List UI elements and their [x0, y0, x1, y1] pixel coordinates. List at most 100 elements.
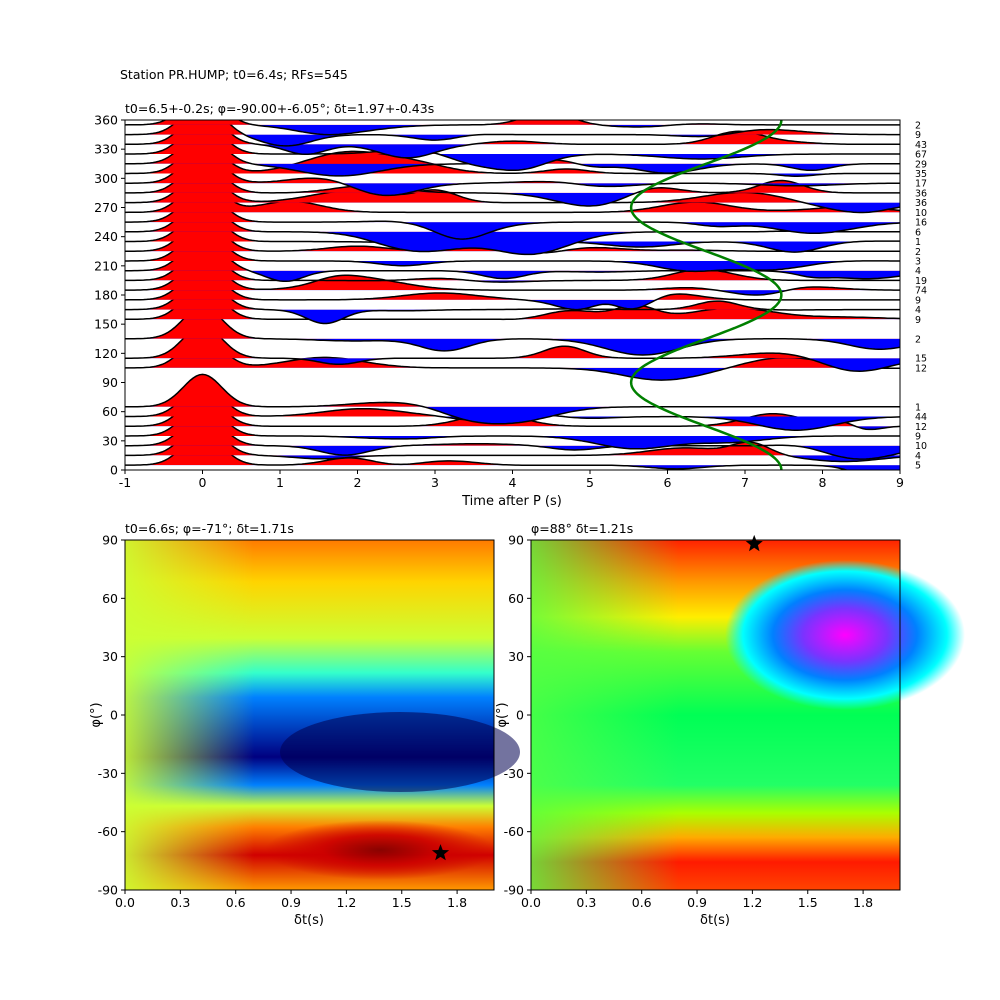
x-tick-label: 6	[664, 475, 672, 490]
rf-count-label: 19	[915, 276, 927, 287]
x-tick-label: 1.2	[336, 895, 356, 910]
y-tick-label: 0	[110, 463, 118, 478]
rf-negative-fill	[125, 202, 900, 213]
rf-trace-line	[125, 334, 900, 381]
rf-negative-fill	[125, 435, 900, 449]
y-tick-label: -30	[98, 766, 118, 781]
x-tick-label: 0.3	[170, 895, 190, 910]
rf-count-label: 17	[915, 179, 927, 190]
y-tick-label: 330	[94, 142, 118, 157]
rf-trace-line	[125, 286, 900, 321]
rf-count-label: 6	[915, 227, 921, 238]
heatmap-right-image	[531, 540, 965, 890]
rf-count-label: 12	[915, 363, 927, 374]
rf-trace-line	[125, 266, 900, 311]
x-tick-label: 4	[509, 475, 517, 490]
rf-count-label: 10	[915, 208, 927, 219]
x-tick-label: 0.3	[576, 895, 596, 910]
y-tick-label: -90	[504, 883, 524, 898]
rf-count-label: 2	[915, 247, 921, 258]
rf-trace-line	[125, 431, 849, 470]
rf-negative-fill	[125, 134, 900, 146]
rf-count-labels: 5410912441121529497419432161610363617352…	[915, 120, 927, 471]
heatmap-right-x-ticks: 0.0 0.3 0.6 0.9 1.2 1.5 1.8	[521, 890, 873, 910]
best-fit-star-left	[431, 844, 450, 861]
rf-positive-fill	[125, 286, 900, 320]
y-tick-label: 240	[94, 229, 118, 244]
heatmap-left-image	[125, 540, 520, 890]
y-tick-label: 30	[102, 649, 118, 664]
rf-trace	[125, 431, 900, 470]
rf-trace-line	[125, 150, 900, 197]
rf-trace-line	[125, 120, 900, 147]
stack-y-ticks: 0 30 60 90 120 150 180 210 240 270 300 330 360	[94, 113, 125, 478]
x-tick-label: 1.5	[798, 895, 818, 910]
rf-trace-line	[125, 179, 900, 214]
rf-count-label: 43	[915, 140, 927, 151]
x-tick-label: 3	[431, 475, 439, 490]
y-tick-label: -60	[98, 824, 118, 839]
rf-positive-fill	[125, 423, 788, 456]
x-tick-label: 1.2	[742, 895, 762, 910]
rf-trace	[125, 286, 900, 321]
heatmap-left-x-ticks: 0.0 0.3 0.6 0.9 1.2 1.5 1.8	[115, 890, 467, 910]
rf-count-label: 44	[915, 412, 927, 423]
rf-trace	[125, 373, 900, 425]
x-tick-label: -1	[119, 475, 131, 490]
moveout-curve	[629, 120, 783, 470]
rf-trace-line	[125, 140, 900, 177]
rf-count-label: 4	[915, 305, 921, 316]
stack-x-ticks: -1 0 1 2 3 4 5 6 7 8 9	[119, 470, 904, 490]
rf-trace	[125, 256, 900, 296]
x-tick-label: 1.5	[392, 895, 412, 910]
rf-negative-fill	[125, 260, 900, 272]
y-tick-label: 0	[516, 708, 524, 723]
x-tick-label: 2	[354, 475, 362, 490]
y-tick-label: 30	[102, 433, 118, 448]
heatmap-left-panel: t0=6.6s; φ=-71°; δt=1.71s 0.0 0.3 0.6 0.9 1.…	[89, 521, 520, 928]
rf-trace-line	[125, 412, 900, 460]
rf-positive-fill	[125, 248, 900, 281]
rf-count-label: 4	[915, 266, 921, 277]
rf-positive-fill	[125, 120, 900, 125]
rf-positive-fill	[125, 257, 900, 291]
rf-positive-fill	[125, 374, 900, 407]
x-tick-label: 0.6	[226, 895, 246, 910]
rf-trace-line	[125, 256, 900, 296]
y-tick-label: 270	[94, 200, 118, 215]
y-tick-label: 180	[94, 288, 118, 303]
x-tick-label: 9	[896, 475, 904, 490]
rf-count-label: 2	[915, 120, 921, 131]
rf-count-label: 1	[915, 402, 921, 413]
rf-trace-line	[125, 169, 900, 214]
x-tick-label: 0	[199, 475, 207, 490]
y-tick-label: 300	[94, 171, 118, 186]
rf-negative-fill	[125, 445, 900, 460]
rf-trace-line	[125, 325, 900, 372]
rf-count-label: 29	[915, 159, 927, 170]
x-tick-label: 8	[819, 475, 827, 490]
rf-negative-fill	[125, 183, 900, 196]
heatmap-right-y-ticks: -90 -60 -30 0 30 60 90	[504, 533, 531, 898]
rf-trace-line	[125, 305, 900, 356]
y-tick-label: 210	[94, 258, 118, 273]
heatmap-left-y-ticks: -90 -60 -30 0 30 60 90	[98, 533, 125, 898]
rf-count-label: 5	[915, 461, 921, 472]
figure-suptitle: Station PR.HUMP; t0=6.4s; RFs=545	[120, 67, 348, 82]
rf-negative-fill	[125, 241, 900, 253]
rf-trace-line	[125, 159, 900, 207]
rf-negative-fill	[125, 124, 900, 135]
rf-count-label: 36	[915, 198, 927, 209]
rf-positive-fill	[125, 432, 793, 466]
x-tick-label: 0.0	[115, 895, 135, 910]
rf-negative-fill	[125, 309, 900, 324]
y-tick-label: -90	[98, 883, 118, 898]
rf-trace-line	[125, 373, 900, 425]
rf-count-label: 2	[915, 334, 921, 345]
rf-trace-line	[125, 120, 900, 172]
heatmap-left-y-label: φ(°)	[89, 702, 104, 727]
heatmap-right-title: φ=88° δt=1.21s	[531, 521, 633, 536]
rf-negative-fill	[125, 270, 900, 282]
y-tick-label: 90	[508, 533, 524, 548]
y-tick-label: 360	[94, 113, 118, 128]
